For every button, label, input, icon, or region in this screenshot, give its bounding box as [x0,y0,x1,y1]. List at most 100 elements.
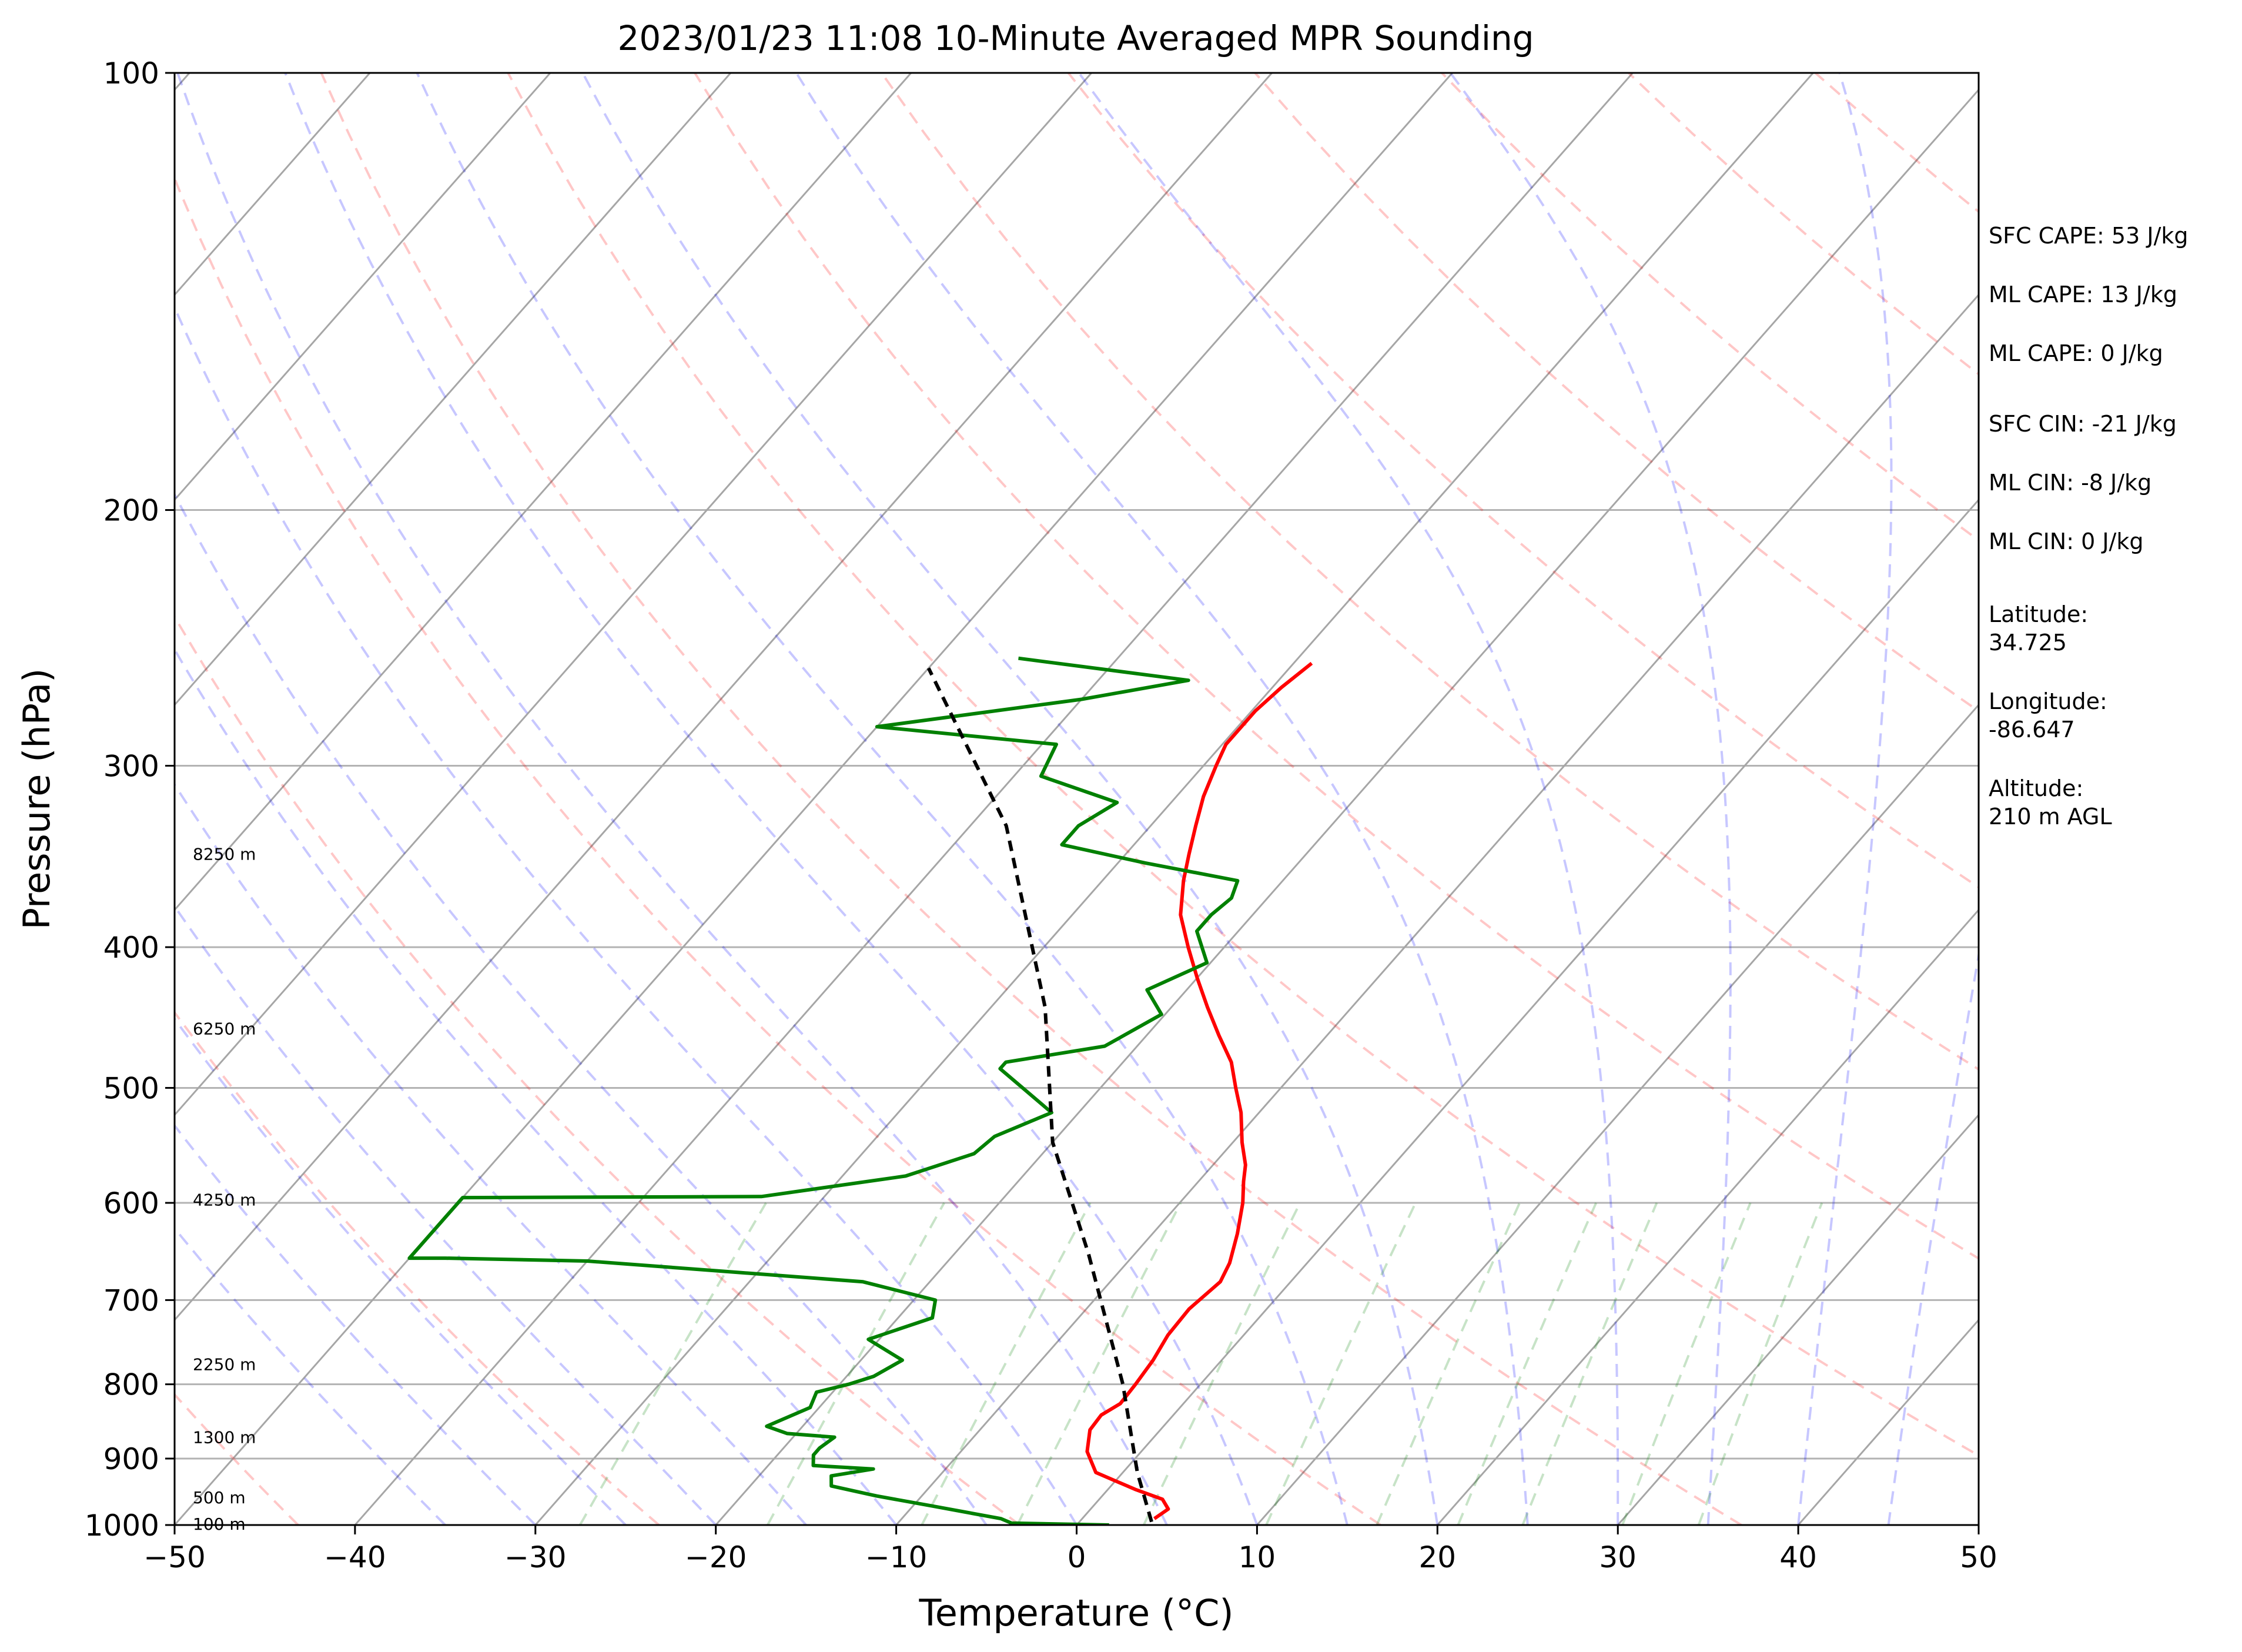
moist-adiabat-line [175,1016,627,1525]
chart-grid [0,73,1979,1525]
isotherm-line [715,88,1979,1525]
dry-adiabat-line [507,73,1979,1457]
height-label: 4250 m [193,1190,256,1210]
y-tick-label: 100 [103,56,159,91]
dewpoint-trace [407,656,1240,1525]
sounding-parameter: SFC CAPE: 53 J/kg [1989,223,2189,249]
x-tick-label: 0 [1068,1540,1086,1574]
moist-adiabat-line [175,491,988,1525]
x-axis: −50 −40 −30 −20 −10 0 10 20 30 40 50 [143,1525,1997,1574]
moist-adiabat-line [176,73,1168,1525]
moist-adiabat-line [1797,73,1893,1525]
y-tick-label: 400 [103,931,159,965]
isotherm-line [0,73,9,1525]
y-tick-label: 600 [103,1186,159,1220]
mixing-ratio-line [1142,1202,1301,1525]
temperature-trace [1085,661,1313,1520]
y-axis-label: Pressure (hPa) [15,668,58,930]
mixing-ratio-line [1521,1202,1658,1525]
isotherm-line [175,73,732,707]
x-tick-label: −50 [143,1540,206,1574]
mixing-ratio-line [921,1202,1092,1525]
isotherm-line [1256,703,1979,1525]
mixing-ratio-line [1621,1202,1752,1525]
sounding-parameter: ML CAPE: 0 J/kg [1989,340,2163,366]
mixing-ratio-line [1265,1202,1417,1525]
dry-adiabat-line [1254,73,1979,713]
x-tick-label: 50 [1960,1540,1997,1574]
mixing-ratio-line [1697,1202,1823,1525]
moist-adiabat-line [175,1123,537,1525]
sounding-parameter: 210 m AGL [1989,804,2112,830]
isotherm-line [175,73,551,501]
x-tick-label: −30 [504,1540,567,1574]
moist-adiabat-line [795,73,1529,1525]
dry-adiabat-line [694,73,1979,1260]
isotherm-line [175,73,1273,1322]
height-label: 100 m [193,1514,246,1534]
sounding-parameter: SFC CIN: -21 J/kg [1989,411,2177,437]
height-label: 1300 m [193,1428,256,1447]
height-label: 2250 m [193,1355,256,1375]
height-label: 8250 m [193,844,256,864]
isotherm-line [1437,908,1979,1525]
x-tick-label: 30 [1599,1540,1637,1574]
moist-adiabat-line [1078,73,1619,1525]
sounding-parameter: ML CAPE: 13 J/kg [1989,282,2177,307]
height-label: 6250 m [193,1019,256,1038]
y-axis: 100 200 300 400 500 600 700 800 900 1000 [85,56,175,1543]
y-tick-label: 800 [103,1368,159,1402]
isotherm-line [1076,498,1979,1525]
y-tick-label: 200 [103,494,159,528]
mixing-ratio-line [578,1202,767,1525]
isotherm-line [895,293,1979,1525]
height-label: 500 m [193,1488,246,1507]
isotherm-line [175,73,912,912]
x-axis-label: Temperature (°C) [918,1591,1233,1634]
sounding-parameter: Longitude: [1989,688,2107,714]
moist-adiabat-line [284,73,1259,1525]
x-tick-label: 40 [1779,1540,1817,1574]
mixing-ratio-line [1376,1202,1521,1525]
isotherm-line [175,73,1092,1116]
y-tick-label: 1000 [85,1509,159,1543]
isotherm-line [175,73,1453,1525]
moist-adiabat-line [175,1226,446,1525]
moist-adiabat-line [175,782,807,1525]
dry-adiabat-line [175,1010,660,1525]
x-tick-label: −10 [865,1540,928,1574]
height-labels: 8250 m 6250 m 4250 m 2250 m 1300 m 500 m 100 m [193,844,256,1533]
y-tick-label: 900 [103,1442,159,1476]
moist-adiabat-line [416,73,1348,1525]
moist-adiabat-line [175,904,717,1525]
moist-adiabat-line [175,305,1078,1525]
dry-adiabat-line [175,614,1021,1525]
y-tick-label: 700 [103,1283,159,1317]
sounding-parameter: -86.647 [1989,717,2075,743]
sounding-parameter: ML CIN: -8 J/kg [1989,470,2151,496]
y-tick-label: 500 [103,1071,159,1105]
x-tick-label: 10 [1239,1540,1276,1574]
isotherm-line [1617,1113,1979,1525]
x-tick-label: −40 [324,1540,386,1574]
x-tick-label: 20 [1418,1540,1456,1574]
sounding-parameter: 34.725 [1989,630,2067,656]
chart-series [407,656,1313,1525]
chart-title: 2023/01/23 11:08 10-Minute Averaged MPR … [617,18,1534,58]
mixing-ratio-line [767,1202,945,1525]
sounding-parameter: Latitude: [1989,601,2088,627]
dry-adiabat-line [175,175,1381,1525]
isotherm-line [534,73,1814,1525]
y-tick-label: 300 [103,749,159,783]
moist-adiabat-line [1449,73,1732,1525]
mixing-ratio-line [1457,1202,1598,1525]
sounding-parameter: Altitude: [1989,775,2083,801]
x-tick-label: −20 [685,1540,747,1574]
dry-adiabat-line [320,73,1742,1525]
moist-adiabat-line [175,647,898,1525]
mixing-ratio-line [1016,1202,1182,1525]
moist-adiabat-line [1887,948,1979,1525]
sounding-parameters: SFC CAPE: 53 J/kg ML CAPE: 13 J/kg ML CAPE… [1989,223,2189,830]
sounding-parameter: ML CIN: 0 J/kg [1989,529,2143,554]
